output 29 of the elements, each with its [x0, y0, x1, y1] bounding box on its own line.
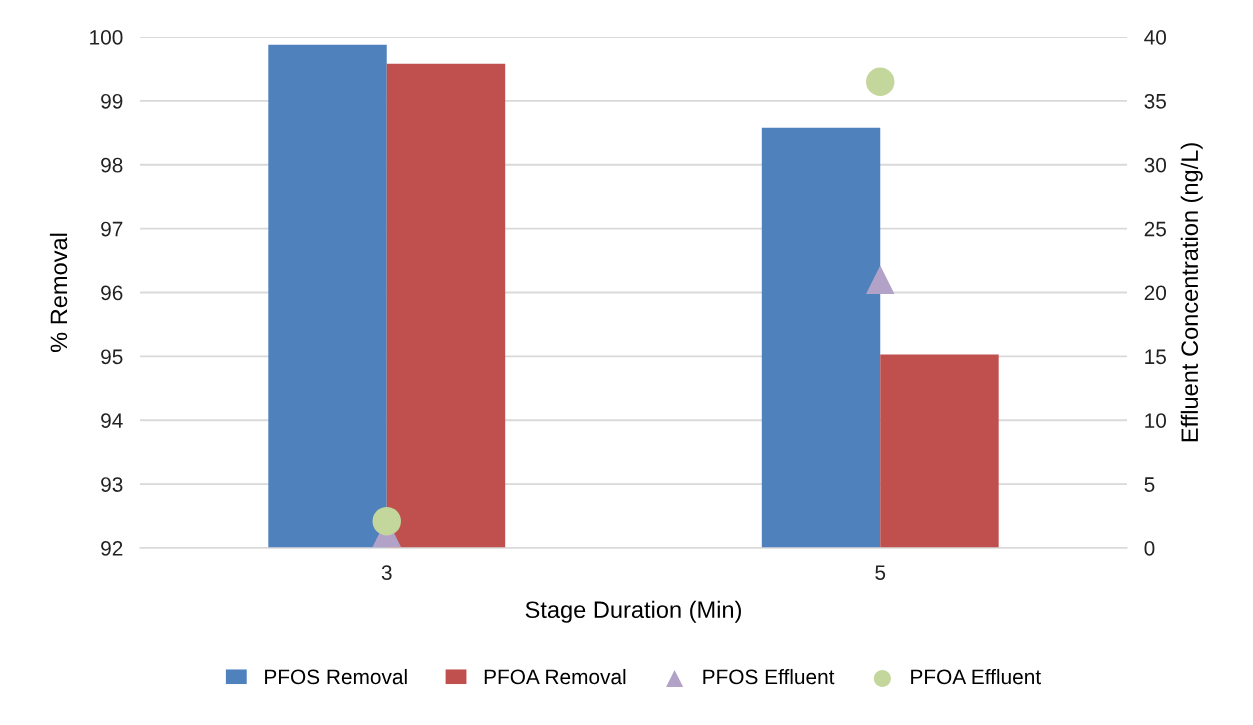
x-tick-label: 3: [381, 565, 392, 580]
legend-label: PFOS Effluent: [703, 668, 835, 685]
y2-tick-label: 15: [1145, 349, 1166, 365]
legend-label: PFOS Removal: [265, 668, 407, 685]
y-tick-label: 99: [101, 93, 123, 109]
y2-axis-title: Effluent Concentration (ng/L): [1180, 143, 1203, 442]
point: [866, 67, 895, 96]
y-tick-label: 94: [101, 413, 123, 428]
y-tick-label: 92: [101, 541, 123, 556]
y2-tick-label: 35: [1144, 93, 1166, 109]
legend-label: PFOA Effluent: [911, 668, 1041, 685]
x-axis-title: Stage Duration (Min): [525, 600, 741, 623]
y2-tick-label: 30: [1144, 157, 1167, 173]
y-axis-title: % Removal: [49, 233, 68, 353]
y2-tick-label: 0: [1144, 541, 1155, 556]
legend-label: PFOA Removal: [484, 668, 626, 685]
point: [372, 506, 401, 536]
y-tick-label: 93: [101, 477, 123, 492]
y2-tick-label: 25: [1144, 221, 1166, 237]
y-tick-label: 96: [101, 285, 123, 301]
y-tick-label: 95: [101, 349, 123, 365]
y2-tick-label: 20: [1144, 285, 1167, 301]
y-tick-label: 100: [90, 30, 123, 45]
y2-tick-label: 5: [1144, 477, 1155, 492]
point: [866, 265, 895, 294]
y2-tick-label: 10: [1145, 413, 1167, 428]
y-tick-label: 98: [101, 157, 123, 173]
y-tick-label: 97: [101, 221, 123, 237]
y2-tick-label: 40: [1144, 30, 1167, 45]
